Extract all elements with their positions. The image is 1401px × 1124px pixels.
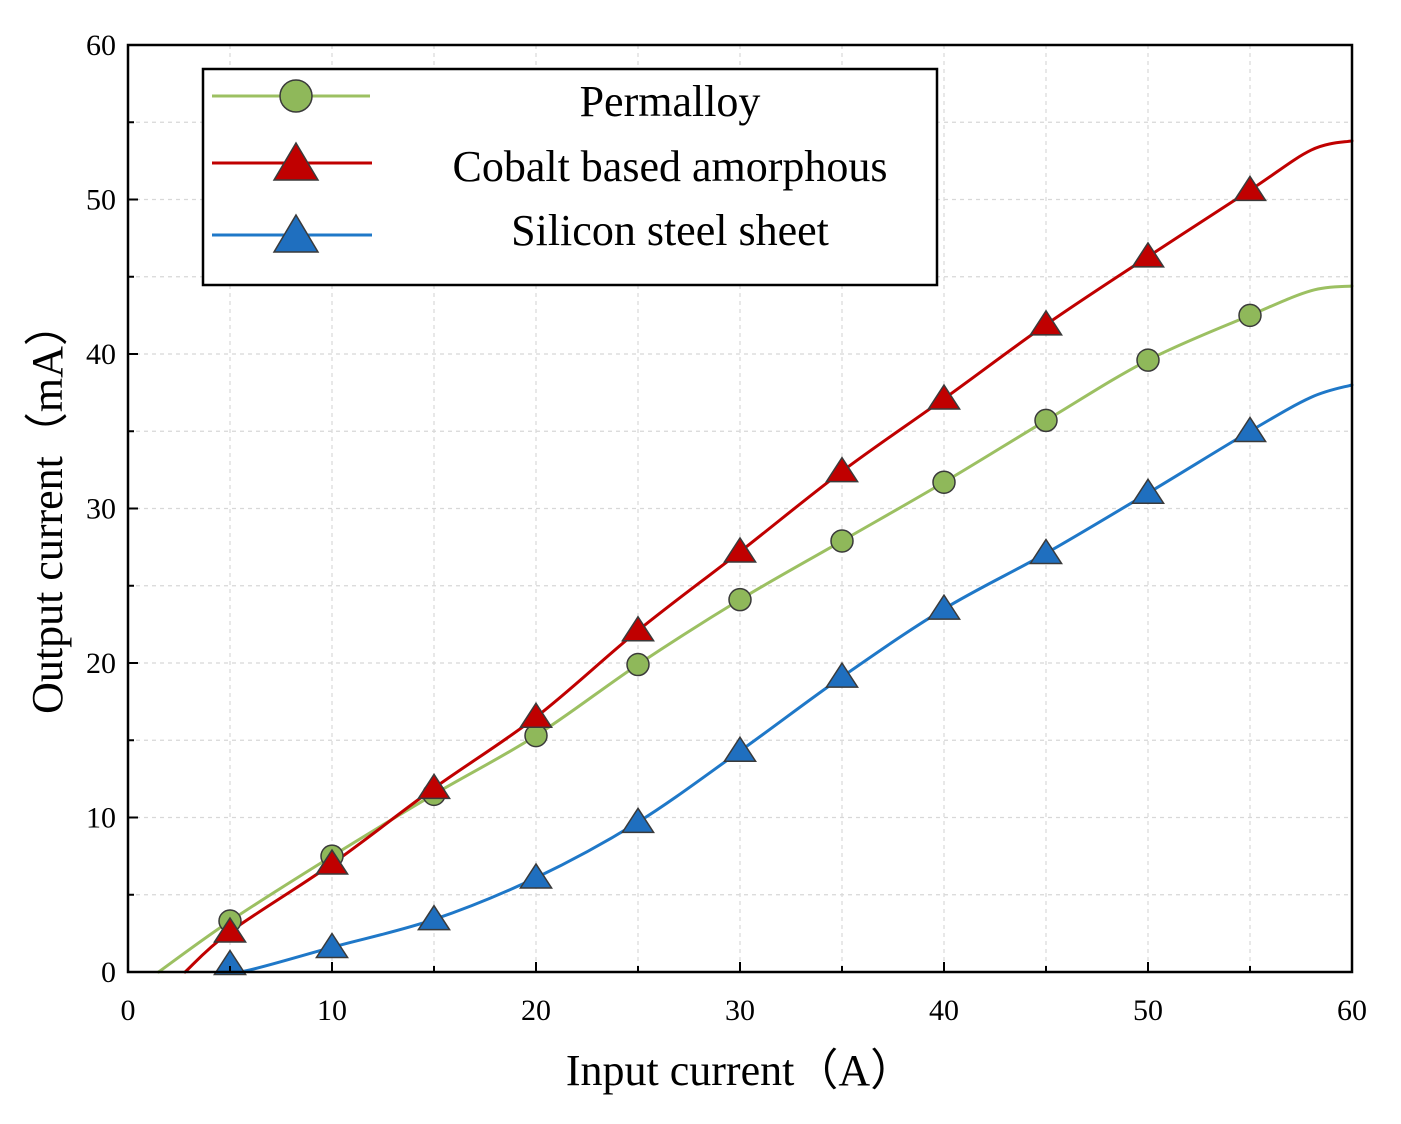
legend-entry-silicon: Silicon steel sheet (212, 206, 829, 255)
data-point-cobalt-based-amorphous (213, 916, 247, 943)
data-point-permalloy (1034, 408, 1058, 433)
data-point-silicon-steel-sheet (1029, 538, 1063, 565)
legend-marker-permalloy (279, 79, 313, 113)
y-tick-label: 40 (86, 338, 116, 371)
data-point-permalloy (1136, 348, 1160, 372)
data-point-cobalt-based-amorphous (519, 701, 553, 729)
data-point-silicon-steel-sheet (1131, 477, 1165, 504)
x-axis-title: Input current（A） (566, 1046, 914, 1095)
axis-ticks (127, 44, 1353, 973)
y-tick-label: 10 (86, 802, 116, 835)
data-point-cobalt-based-amorphous (315, 848, 349, 875)
data-point-permalloy (728, 587, 752, 612)
data-point-cobalt-based-amorphous (825, 456, 859, 483)
x-tick-labels: 0 10 20 30 40 50 60 (121, 994, 1368, 1027)
data-point-permalloy (932, 470, 956, 494)
data-point-cobalt-based-amorphous (417, 772, 451, 800)
y-tick-label: 30 (86, 493, 116, 526)
legend: Permalloy Cobalt based amorphous Silicon… (201, 67, 939, 287)
data-point-silicon-steel-sheet (825, 661, 859, 688)
legend-label-permalloy: Permalloy (580, 77, 761, 126)
y-tick-label: 50 (86, 184, 116, 217)
data-point-permalloy (830, 529, 854, 553)
data-point-cobalt-based-amorphous (1029, 309, 1063, 336)
x-tick-label: 60 (1337, 994, 1367, 1027)
y-axis-title: Output current（mA） (23, 302, 72, 714)
data-point-silicon-steel-sheet (927, 593, 961, 620)
x-tick-label: 10 (317, 994, 347, 1027)
series-line-cobalt-based-amorphous (183, 139, 1354, 974)
y-tick-label: 60 (86, 29, 116, 62)
y-tick-label: 0 (101, 956, 116, 989)
x-tick-label: 50 (1133, 994, 1163, 1027)
x-tick-label: 0 (121, 994, 136, 1027)
data-point-silicon-steel-sheet (315, 932, 349, 959)
data-point-silicon-steel-sheet (621, 806, 655, 834)
data-point-cobalt-based-amorphous (1131, 241, 1165, 268)
data-point-cobalt-based-amorphous (723, 536, 757, 563)
legend-label-silicon: Silicon steel sheet (511, 206, 829, 255)
data-point-silicon-steel-sheet (723, 735, 757, 763)
data-point-cobalt-based-amorphous (1233, 175, 1267, 202)
legend-marker-cobalt (272, 141, 320, 181)
data-point-cobalt-based-amorphous (927, 383, 961, 410)
data-point-silicon-steel-sheet (1233, 416, 1267, 443)
legend-marker-silicon (272, 213, 320, 253)
legend-entry-cobalt: Cobalt based amorphous (212, 141, 888, 191)
data-point-silicon-steel-sheet (519, 862, 553, 889)
series-line-silicon-steel-sheet (227, 383, 1354, 975)
y-tick-labels: 0 10 20 30 40 50 60 (86, 29, 116, 989)
legend-label-cobalt: Cobalt based amorphous (452, 142, 887, 191)
data-point-silicon-steel-sheet (417, 904, 451, 931)
data-point-cobalt-based-amorphous (621, 615, 655, 642)
legend-entry-permalloy: Permalloy (212, 77, 760, 126)
data-point-permalloy (1238, 303, 1262, 328)
data-point-permalloy (626, 652, 650, 677)
x-tick-label: 30 (725, 994, 755, 1027)
series-line-permalloy (157, 284, 1354, 974)
x-tick-label: 40 (929, 994, 959, 1027)
legend-box (201, 67, 939, 287)
x-tick-label: 20 (521, 994, 551, 1027)
series-markers (213, 175, 1267, 976)
series-lines (157, 139, 1354, 975)
y-tick-label: 20 (86, 647, 116, 680)
data-point-silicon-steel-sheet (213, 949, 247, 976)
